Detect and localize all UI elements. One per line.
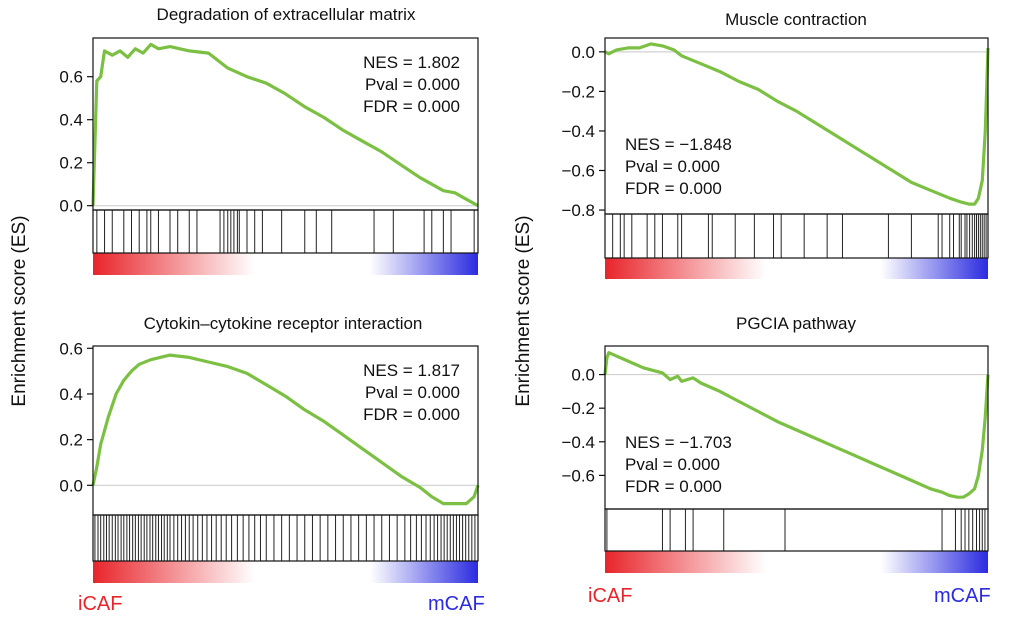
stats-label: Pval = 0.000 [625, 455, 720, 474]
y-tick-label: 0.2 [59, 431, 83, 450]
y-tick-label: 0.2 [59, 154, 83, 173]
y-tick-label: 0.6 [59, 68, 83, 87]
y-axis-label-right: Enrichment score (ES) [513, 215, 534, 407]
stats-label: NES = −1.703 [625, 433, 732, 452]
y-tick-label: 0.0 [571, 366, 595, 385]
y-tick-label: −0.2 [561, 399, 595, 418]
stats-label: NES = 1.817 [363, 361, 460, 380]
hit-frame [604, 508, 989, 552]
stats-label: FDR = 0.000 [625, 179, 722, 198]
hit-frame [92, 514, 479, 562]
stats-label: FDR = 0.000 [625, 477, 722, 496]
stats-label: NES = −1.848 [625, 135, 732, 154]
enrichment-curve [604, 42, 990, 206]
hit-frame [604, 213, 989, 259]
y-tick-label: 0.0 [59, 197, 83, 216]
panel-title: Cytokin–cytokine receptor interaction [143, 314, 423, 333]
hit-frame [92, 209, 479, 254]
stats-label: FDR = 0.000 [363, 97, 460, 116]
y-tick-label: 0.6 [59, 339, 83, 358]
ranked-gradient-bar [93, 561, 478, 583]
enrichment-curve [91, 353, 480, 506]
stats-label: FDR = 0.000 [363, 405, 460, 424]
y-tick-label: 0.4 [59, 385, 83, 404]
stats-label: Pval = 0.000 [625, 157, 720, 176]
ranked-gradient-bar [93, 253, 478, 275]
y-tick-label: −0.4 [561, 122, 595, 141]
y-axis-label-left: Enrichment score (ES) [9, 215, 30, 407]
y-tick-label: −0.2 [561, 82, 595, 101]
stats-label: Pval = 0.000 [365, 383, 460, 402]
y-tick-label: −0.4 [561, 433, 595, 452]
panel-title: PGCIA pathway [735, 314, 857, 333]
enrichment-curve [603, 351, 990, 499]
y-tick-label: 0.0 [59, 476, 83, 495]
left-phenotype-label: iCAF [78, 593, 123, 615]
panel-title: Muscle contraction [725, 10, 867, 29]
right-phenotype-label: mCAF [934, 585, 991, 607]
y-tick-label: −0.8 [561, 201, 595, 220]
y-tick-label: 0.0 [571, 43, 595, 62]
stats-label: NES = 1.802 [363, 53, 460, 72]
y-tick-label: −0.6 [561, 161, 595, 180]
right-phenotype-label: mCAF [428, 593, 485, 615]
y-tick-label: 0.4 [59, 111, 83, 130]
ranked-gradient-bar [605, 551, 988, 573]
stats-label: Pval = 0.000 [365, 75, 460, 94]
panel-title: Degradation of extracellular matrix [156, 5, 416, 24]
ranked-gradient-bar [605, 258, 988, 279]
y-tick-label: −0.6 [561, 466, 595, 485]
enrichment-curve [91, 42, 479, 208]
left-phenotype-label: iCAF [588, 585, 633, 607]
